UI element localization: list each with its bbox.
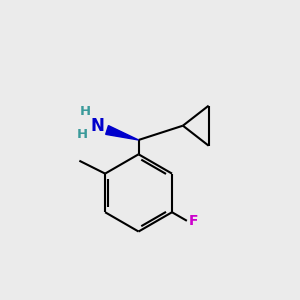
Text: H: H <box>77 128 88 141</box>
Text: N: N <box>90 117 104 135</box>
Polygon shape <box>106 126 139 140</box>
Text: H: H <box>80 105 91 118</box>
Text: F: F <box>188 214 198 228</box>
